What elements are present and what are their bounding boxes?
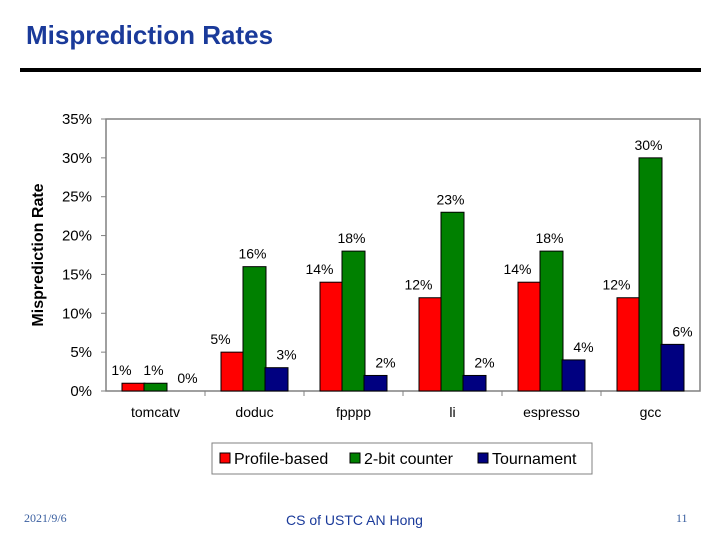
bar-2-bit-counter bbox=[341, 250, 366, 392]
y-tick-label: 10% bbox=[62, 305, 92, 322]
bar-profile-based bbox=[517, 281, 542, 392]
data-label: 2% bbox=[375, 354, 395, 370]
y-tick-label: 5% bbox=[70, 344, 92, 361]
data-label: 2% bbox=[474, 354, 494, 370]
x-tick-label: li bbox=[449, 404, 455, 420]
x-tick-label: gcc bbox=[640, 404, 662, 420]
legend-entry: 2-bit counter bbox=[364, 451, 454, 468]
plot-area bbox=[105, 118, 701, 392]
title-rule bbox=[20, 68, 701, 72]
bar-profile-based bbox=[121, 382, 146, 392]
bar-tournament bbox=[462, 374, 487, 392]
legend-swatch bbox=[349, 452, 361, 464]
bar-tournament bbox=[363, 374, 388, 392]
bar-2-bit-counter bbox=[440, 211, 465, 392]
bar-tournament bbox=[561, 359, 586, 392]
bar-profile-based bbox=[418, 297, 443, 392]
data-label: 0% bbox=[177, 370, 197, 386]
footer-date: 2021/9/6 bbox=[24, 511, 67, 525]
bar-2-bit-counter bbox=[143, 382, 168, 392]
footer-author: CS of USTC AN Hong bbox=[286, 512, 423, 528]
bar-tournament bbox=[264, 367, 289, 392]
slide-title: Misprediction Rates bbox=[26, 20, 274, 50]
x-tick-label: espresso bbox=[523, 404, 580, 420]
y-tick-label: 0% bbox=[70, 383, 92, 400]
x-tick-label: tomcatv bbox=[131, 404, 180, 420]
data-label: 16% bbox=[238, 246, 266, 262]
data-label: 14% bbox=[503, 261, 531, 277]
data-label: 1% bbox=[143, 362, 163, 378]
bar-profile-based bbox=[220, 351, 245, 392]
data-label: 6% bbox=[672, 323, 692, 339]
y-tick-label: 30% bbox=[62, 150, 92, 167]
bar-profile-based bbox=[319, 281, 344, 392]
x-tick-label: fpppp bbox=[336, 404, 371, 420]
legend-entry: Profile-based bbox=[234, 451, 328, 468]
data-label: 18% bbox=[337, 230, 365, 246]
page-number: 11 bbox=[676, 511, 688, 525]
legend-entry: Tournament bbox=[492, 451, 577, 468]
y-tick-label: 15% bbox=[62, 266, 92, 283]
y-axis-title: Misprediction Rate bbox=[30, 183, 47, 326]
y-tick-label: 25% bbox=[62, 189, 92, 206]
bar-2-bit-counter bbox=[638, 157, 663, 392]
data-label: 4% bbox=[573, 339, 593, 355]
data-label: 3% bbox=[276, 347, 296, 363]
bar-2-bit-counter bbox=[242, 266, 267, 392]
legend-swatch bbox=[219, 452, 231, 464]
legend bbox=[211, 442, 593, 475]
y-tick-label: 20% bbox=[62, 228, 92, 245]
data-label: 12% bbox=[602, 277, 630, 293]
legend-swatch bbox=[477, 452, 489, 464]
data-label: 23% bbox=[436, 191, 464, 207]
bar-profile-based bbox=[616, 297, 641, 392]
data-label: 5% bbox=[210, 331, 230, 347]
bar-tournament bbox=[660, 343, 685, 392]
bar-2-bit-counter bbox=[539, 250, 564, 392]
x-tick-label: doduc bbox=[235, 404, 273, 420]
data-label: 14% bbox=[305, 261, 333, 277]
data-label: 30% bbox=[634, 137, 662, 153]
data-label: 18% bbox=[535, 230, 563, 246]
y-tick-label: 35% bbox=[62, 111, 92, 128]
data-label: 12% bbox=[404, 277, 432, 293]
data-label: 1% bbox=[111, 362, 131, 378]
